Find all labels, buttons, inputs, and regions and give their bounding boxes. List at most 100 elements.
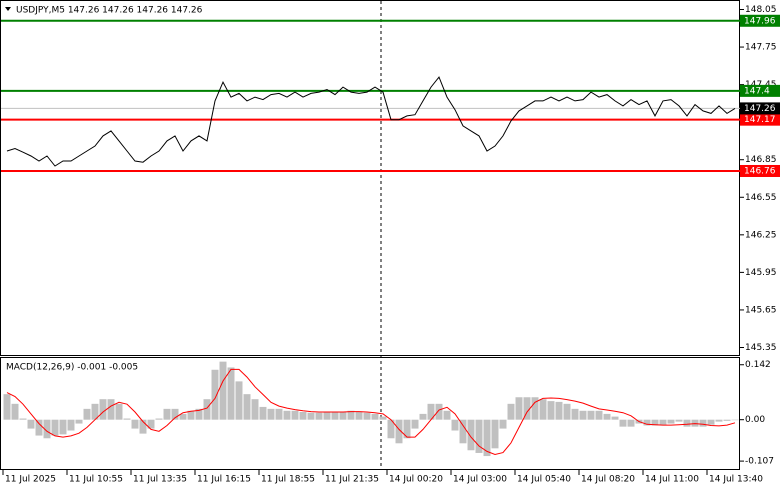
- histogram-bar: [99, 399, 107, 420]
- histogram-bar: [147, 419, 155, 429]
- histogram-bar: [107, 399, 115, 420]
- histogram-bar: [251, 399, 259, 420]
- histogram-bar: [315, 412, 323, 420]
- y-tick-label: 146.55: [745, 193, 777, 203]
- histogram-bar: [83, 408, 91, 420]
- histogram-bar: [675, 419, 683, 422]
- x-tick-label: 14 Jul 13:40: [709, 475, 763, 485]
- level-label: 147.17: [744, 115, 776, 125]
- x-tick-label: 11 Jul 2025: [5, 475, 56, 485]
- histogram-bar: [235, 381, 243, 420]
- histogram-bar: [179, 413, 187, 420]
- histogram-bar: [67, 419, 75, 431]
- histogram-bar: [611, 416, 619, 420]
- histogram-bar: [427, 403, 435, 420]
- histogram-bar: [115, 403, 123, 420]
- histogram-bar: [131, 419, 139, 429]
- histogram-bar: [723, 419, 731, 421]
- histogram-bar: [467, 419, 475, 451]
- histogram-bar: [379, 416, 387, 420]
- histogram-bar: [91, 403, 99, 420]
- histogram-bar: [579, 410, 587, 420]
- histogram-bar: [59, 419, 67, 435]
- histogram-bar: [515, 397, 523, 420]
- histogram-bar: [435, 403, 443, 420]
- histogram-bar: [707, 419, 715, 425]
- histogram-bar: [27, 419, 35, 429]
- histogram-bar: [387, 419, 395, 439]
- histogram-bar: [659, 419, 667, 425]
- y-tick-label: -0.107: [745, 457, 774, 467]
- histogram-bar: [75, 419, 83, 424]
- histogram-bar: [483, 419, 491, 457]
- histogram-bar: [411, 419, 419, 429]
- histogram-bar: [443, 410, 451, 420]
- histogram-bar: [419, 413, 427, 420]
- histogram-bar: [195, 408, 203, 420]
- histogram-bar: [619, 419, 627, 427]
- histogram-bar: [539, 399, 547, 420]
- x-tick-label: 11 Jul 10:55: [69, 475, 123, 485]
- histogram-bar: [259, 406, 267, 420]
- histogram-bar: [699, 419, 707, 427]
- histogram-bar: [123, 418, 131, 420]
- histogram-bar: [299, 411, 307, 420]
- price-panel: [0, 0, 740, 356]
- histogram-bar: [563, 403, 571, 420]
- histogram-bar: [347, 410, 355, 420]
- y-tick-label: 147.75: [745, 43, 777, 53]
- x-tick-label: 11 Jul 18:55: [261, 475, 315, 485]
- macd-title: MACD(12,26,9) -0.001 -0.005: [6, 363, 138, 373]
- x-tick-label: 14 Jul 08:20: [581, 475, 635, 485]
- histogram-bar: [715, 419, 723, 422]
- histogram-bar: [163, 408, 171, 420]
- level-label-bg: [740, 84, 780, 97]
- histogram-bar: [323, 411, 331, 420]
- histogram-bar: [3, 394, 11, 420]
- histogram-bar: [307, 412, 315, 420]
- y-tick-label: 145.35: [745, 343, 777, 353]
- histogram-bar: [211, 369, 219, 420]
- histogram-bar: [499, 419, 507, 429]
- histogram-bar: [291, 410, 299, 420]
- last-price-label-bg: [740, 102, 780, 115]
- histogram-bar: [523, 397, 531, 420]
- histogram-bar: [403, 419, 411, 439]
- x-tick-label: 14 Jul 03:00: [453, 475, 507, 485]
- histogram-bar: [603, 413, 611, 420]
- level-label: 147.96: [744, 16, 776, 26]
- histogram-bar: [571, 408, 579, 420]
- x-tick-label: 14 Jul 00:20: [389, 475, 443, 485]
- histogram-bar: [243, 394, 251, 420]
- x-tick-label: 11 Jul 13:35: [133, 475, 187, 485]
- histogram-bar: [267, 408, 275, 420]
- menu-arrow[interactable]: [5, 7, 11, 11]
- y-tick-label: 146.85: [745, 155, 777, 165]
- histogram-bar: [531, 397, 539, 420]
- histogram-bar: [11, 403, 19, 420]
- histogram-bar: [339, 411, 347, 420]
- histogram-bar: [355, 411, 363, 420]
- histogram-bar: [547, 401, 555, 420]
- histogram-bar: [331, 411, 339, 420]
- histogram-bar: [51, 419, 59, 436]
- histogram-bar: [667, 419, 675, 424]
- histogram-bar: [227, 367, 235, 420]
- level-label: 146.76: [744, 166, 776, 176]
- y-tick-label: 148.05: [745, 5, 777, 15]
- histogram-bar: [643, 419, 651, 426]
- histogram-bar: [395, 419, 403, 444]
- histogram-bar: [555, 401, 563, 420]
- price-line: [6, 76, 736, 167]
- histogram-bar: [275, 408, 283, 420]
- x-tick-label: 11 Jul 21:35: [325, 475, 379, 485]
- histogram-bar: [139, 419, 147, 434]
- last-price-label: 147.26: [744, 104, 776, 114]
- histogram-bar: [475, 419, 483, 453]
- y-tick-label: 0.00: [745, 415, 765, 425]
- y-tick-label: 145.65: [745, 305, 777, 315]
- level-label-bg: [740, 14, 780, 27]
- x-tick-label: 11 Jul 16:15: [197, 475, 251, 485]
- histogram-bar: [491, 419, 499, 449]
